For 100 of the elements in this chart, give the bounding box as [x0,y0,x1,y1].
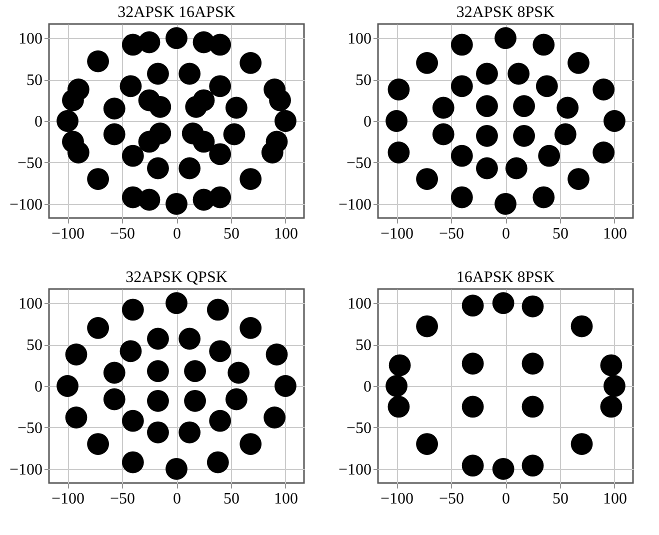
point [178,157,201,180]
point [556,96,579,119]
point [103,362,126,384]
point [192,89,215,112]
chart-title: 32APSK 16APSK [118,4,236,21]
point [505,157,528,180]
point [225,388,248,410]
y-tick-label: −100 [9,196,42,214]
point [209,75,232,98]
x-tick-label: 0 [173,490,181,508]
point [600,354,622,376]
y-tick-label: 100 [18,30,42,48]
point [56,375,78,397]
point [494,192,516,215]
y-tick-label: 50 [356,337,372,354]
point [240,433,262,455]
y-tick-label: −50 [346,154,372,172]
x-tick-label: −100 [52,226,85,242]
point [87,168,109,190]
point [266,344,288,366]
point [386,110,408,132]
chart-title: 32APSK 8PSK [456,4,556,21]
x-tick-label: 0 [502,226,510,242]
point [67,78,90,100]
point [65,406,88,428]
chart-title: 16APSK 8PSK [456,269,556,286]
point [65,344,88,366]
point [604,110,626,132]
point [147,390,169,412]
point [274,110,296,132]
x-tick-label: −50 [110,490,136,508]
point [450,186,473,208]
point [532,34,555,56]
point [450,34,473,56]
point [492,458,514,480]
chart-title: 32APSK QPSK [126,269,228,286]
point [192,130,215,153]
point [476,62,498,85]
point [538,144,560,167]
point [462,352,484,375]
point [274,375,296,397]
x-tick-label: 0 [173,226,181,242]
point [103,98,126,120]
x-tick-label: 100 [602,490,627,508]
x-tick-label: 100 [274,226,298,242]
y-tick-label: −100 [338,461,372,478]
point [147,62,169,85]
point [536,75,558,98]
point [206,451,229,474]
x-tick-label: −100 [380,226,414,242]
point [554,123,576,146]
point [166,192,188,215]
point [240,52,262,74]
y-tick-label: 100 [348,30,372,48]
point [122,451,144,474]
y-tick-label: 0 [34,378,42,396]
point [184,390,206,412]
point [67,142,90,164]
point [223,123,246,146]
x-tick-label: 50 [552,226,568,242]
point [513,95,535,118]
point [432,123,454,146]
point [416,52,438,74]
y-tick-label: 100 [348,296,372,313]
x-tick-label: 0 [502,490,510,508]
point [416,315,438,338]
point [166,292,188,314]
point [522,352,544,375]
point [508,62,530,85]
point [147,421,169,444]
y-tick-label: −100 [338,196,372,214]
point [178,62,201,85]
point [120,340,142,362]
point [206,298,229,321]
point [56,110,78,132]
y-tick-label: 0 [364,114,372,130]
point [416,168,438,190]
point [386,375,408,397]
point [450,75,473,98]
point [532,186,555,208]
point [568,168,590,190]
y-tick-label: −50 [17,154,42,172]
point [388,396,410,418]
point [122,144,144,167]
point [432,96,454,119]
y-tick-label: 50 [26,337,42,354]
point [209,340,232,362]
point [240,168,262,190]
y-tick-label: 0 [34,114,42,130]
x-tick-label: −50 [438,490,464,508]
point [138,130,160,153]
point [388,354,411,376]
x-tick-label: −50 [110,226,136,242]
point [462,454,484,477]
point [570,433,593,455]
point [87,317,109,339]
point [570,315,593,338]
point [87,433,109,455]
point [178,421,201,444]
point [462,294,484,317]
